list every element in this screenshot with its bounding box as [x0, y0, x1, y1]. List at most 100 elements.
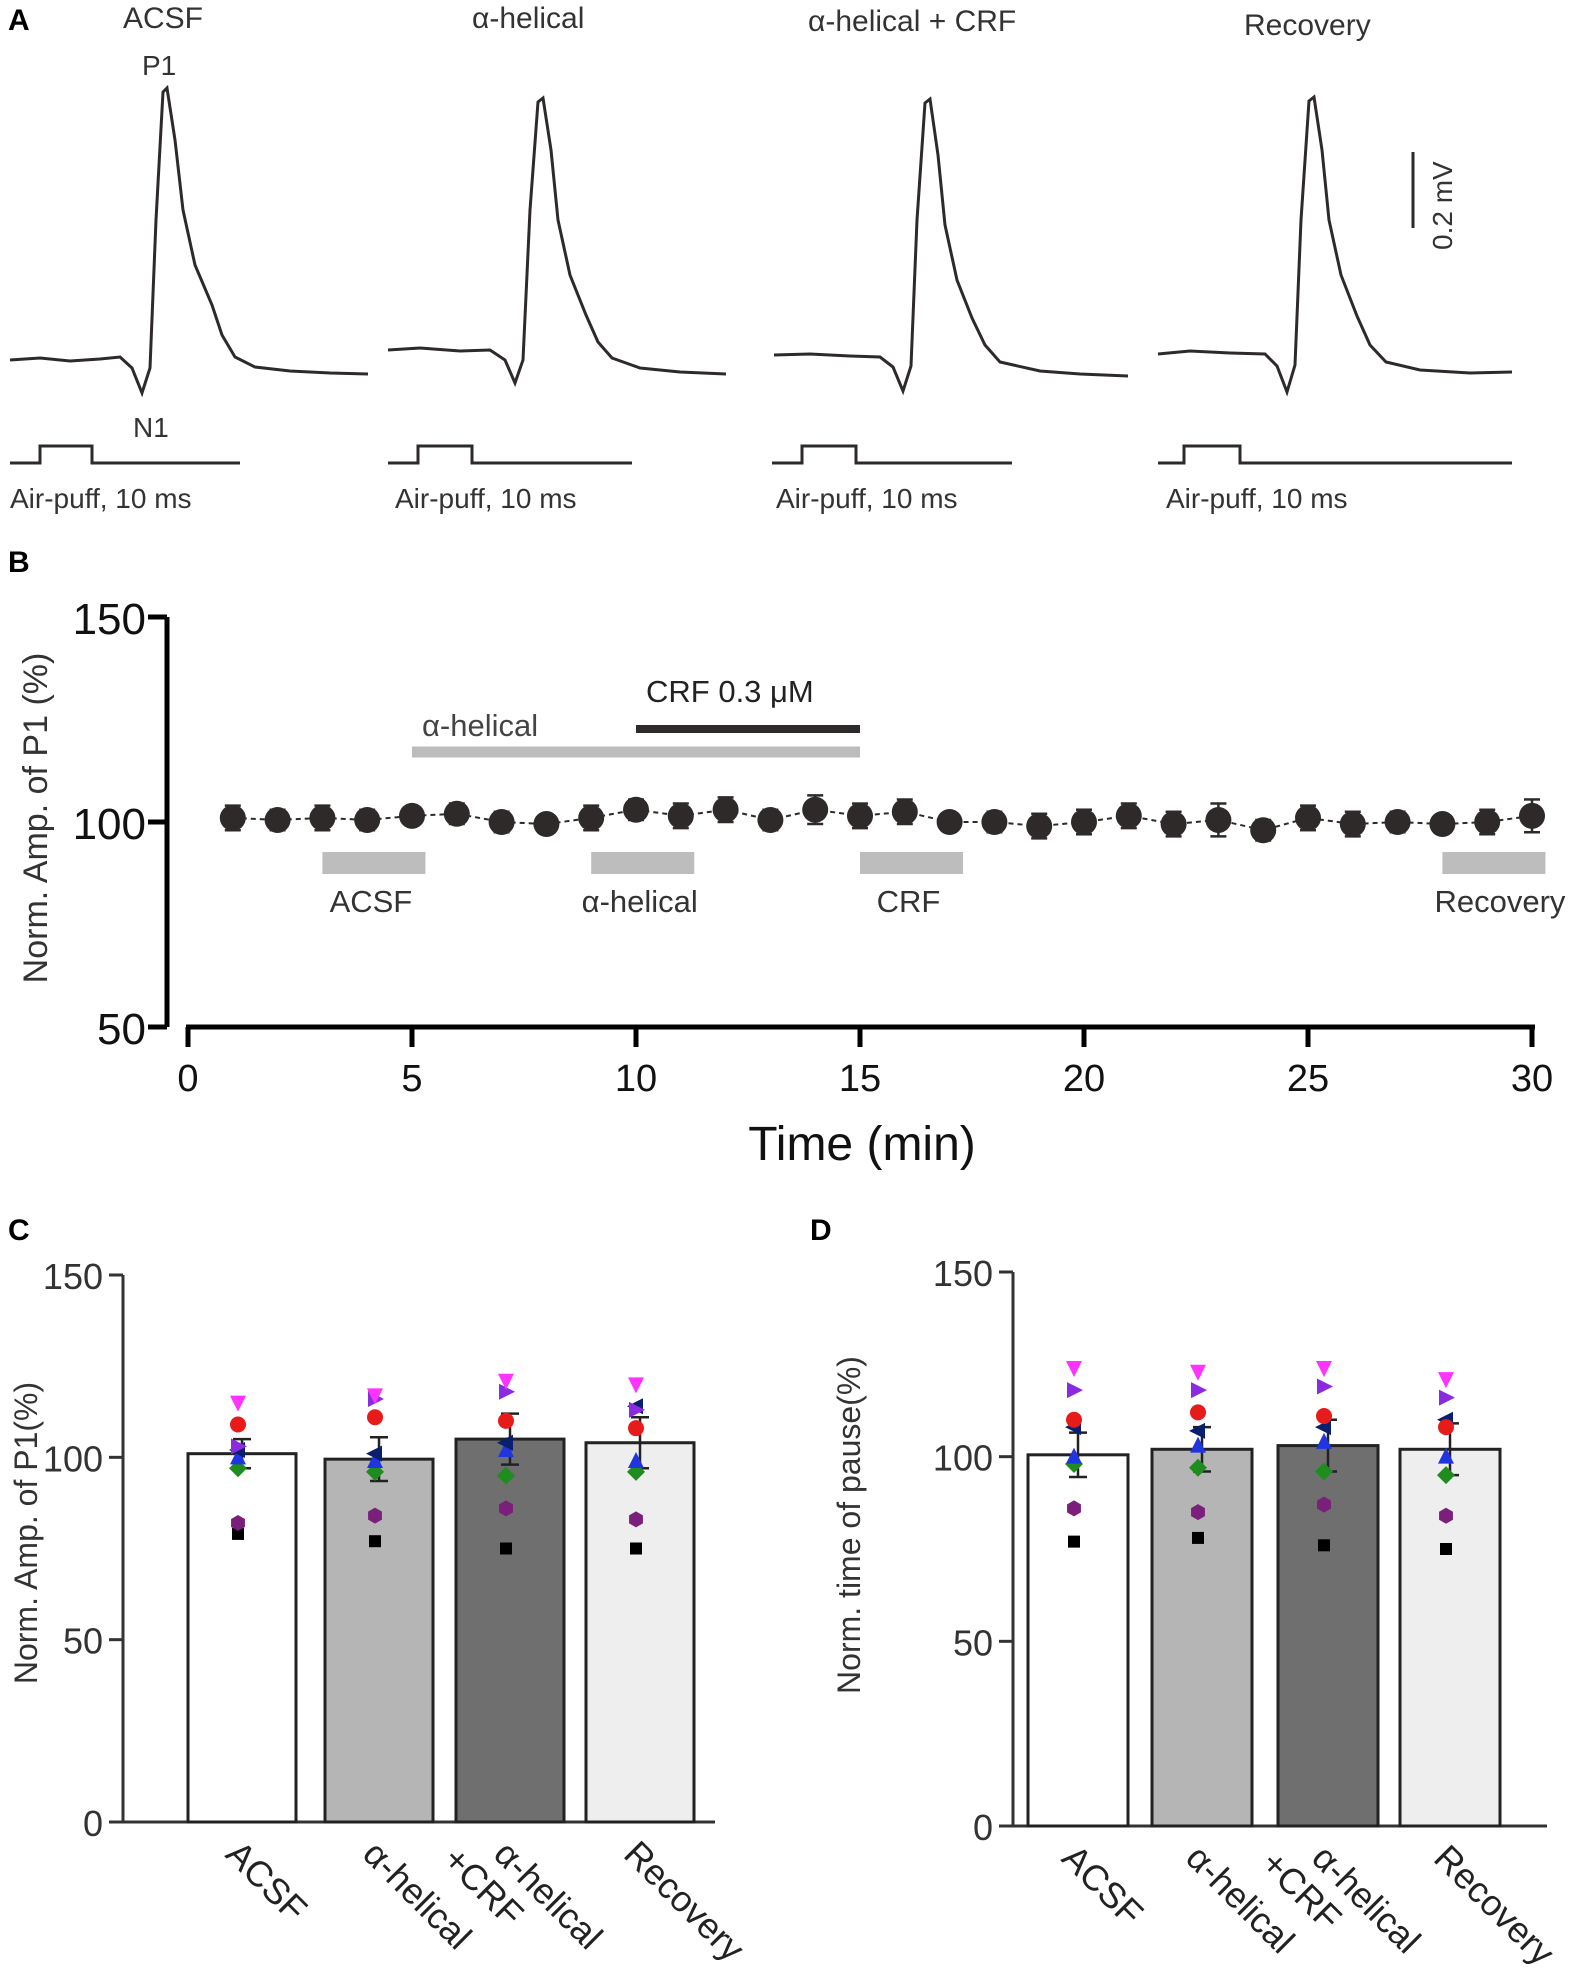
stim-acsf: [10, 444, 240, 465]
x-tick-label: 10: [615, 1058, 657, 1100]
scale-bar-label: 0.2 mV: [1427, 161, 1458, 250]
marker-triangle-right: [1191, 1382, 1207, 1399]
y-tick-label: 0: [83, 1803, 103, 1844]
data-point: [1429, 811, 1456, 838]
panel-b-data: [219, 794, 1545, 844]
trace-title-recovery: Recovery: [1244, 9, 1371, 42]
marker-diamond: [1189, 1458, 1207, 1477]
x-tick-label-line: Recovery: [616, 1833, 753, 1970]
marker-square: [500, 1542, 512, 1555]
window-bar-1: [591, 852, 695, 874]
stim-label-recovery: Air-puff, 10 ms: [1166, 483, 1348, 514]
trace-alpha-helical: [387, 95, 727, 388]
data-point: [847, 802, 873, 829]
panel-b-label: B: [8, 546, 30, 579]
marker-square: [232, 1527, 244, 1540]
data-point: [1519, 802, 1545, 829]
panel-b-xlabel: Time (min): [748, 1118, 976, 1171]
marker-triangle-up: [367, 1451, 383, 1468]
stim-alpha-helical: [388, 444, 632, 465]
bar-2: [454, 1437, 566, 1824]
x-tick-label: 30: [1511, 1058, 1553, 1100]
marker-triangle-up: [1316, 1432, 1332, 1449]
data-point: [667, 802, 694, 829]
x-tick-label-line: Recovery: [1426, 1837, 1563, 1974]
marker-square: [1192, 1531, 1204, 1544]
x-tick-label: Recovery: [616, 1833, 753, 1970]
marker-triangle-right: [499, 1383, 515, 1400]
marker-square: [1318, 1539, 1330, 1552]
x-tick-label-line: ACSF: [1054, 1837, 1151, 1934]
n1-label: N1: [133, 412, 169, 443]
panel-d-label: D: [810, 1214, 832, 1247]
data-point: [1205, 806, 1232, 833]
window-label-1: α-helical: [582, 884, 698, 919]
trace-title-acsf: ACSF: [123, 2, 203, 35]
data-point: [712, 796, 739, 823]
data-point: [1295, 804, 1321, 831]
data-point: [264, 806, 291, 833]
x-tick-label: 5: [401, 1058, 422, 1100]
trace-title-alpha-helical-crf: α-helical + CRF: [808, 5, 1016, 38]
trace-alpha-helical-crf: [773, 96, 1129, 396]
marker-circle: [1438, 1419, 1454, 1436]
marker-triangle-down: [1316, 1361, 1332, 1378]
marker-square: [630, 1542, 642, 1555]
x-tick-label: 20: [1063, 1058, 1105, 1100]
data-point: [533, 811, 560, 838]
panel-d-ylabel: Norm. time of pause(%): [831, 1356, 867, 1694]
data-point: [443, 800, 470, 827]
y-tick-label: 100: [73, 800, 146, 849]
trace-title-alpha-helical: α-helical: [472, 2, 584, 35]
marker-circle: [1066, 1411, 1082, 1428]
marker-hexagon: [231, 1514, 245, 1531]
marker-circle: [230, 1416, 246, 1433]
x-tick-label: ACSF: [1054, 1837, 1151, 1934]
window-bar-0: [322, 852, 426, 874]
marker-triangle-up: [498, 1441, 514, 1458]
stim-alpha-helical-crf: [772, 444, 1012, 465]
panel-b: B Norm. Amp. of P1 (%) 50 100 150 0 5 10 15 20 2…: [8, 546, 1566, 1171]
data-point: [1160, 811, 1187, 838]
marker-triangle-down: [230, 1395, 246, 1412]
data-point: [1474, 809, 1501, 835]
marker-triangle-down: [1438, 1372, 1454, 1389]
data-point: [1339, 811, 1366, 838]
data-point: [802, 796, 829, 823]
x-tick-label: Recovery: [1426, 1837, 1563, 1974]
marker-triangle-right: [1439, 1389, 1455, 1406]
window-bar-3: [1442, 852, 1546, 874]
marker-triangle-down: [1066, 1361, 1082, 1378]
window-label-0: ACSF: [330, 884, 413, 919]
x-tick-label: α-helical+CRF: [435, 1810, 610, 1983]
marker-triangle-up: [1066, 1447, 1082, 1464]
marker-triangle-up: [1190, 1436, 1206, 1453]
panel-a-label: A: [8, 4, 30, 37]
marker-hexagon: [1439, 1507, 1453, 1524]
data-point: [1026, 813, 1053, 840]
marker-circle: [498, 1412, 514, 1429]
data-point: [1115, 802, 1142, 829]
y-tick-label: 50: [953, 1622, 993, 1663]
data-point: [891, 798, 918, 825]
marker-hexagon: [1317, 1496, 1331, 1513]
x-tick-label: 25: [1287, 1058, 1329, 1100]
data-point: [936, 809, 963, 835]
marker-circle: [1316, 1408, 1332, 1425]
y-tick-label: 50: [63, 1621, 103, 1662]
marker-circle: [367, 1409, 383, 1426]
y-tick-label: 100: [933, 1438, 993, 1479]
marker-triangle-left: [497, 1434, 513, 1451]
window-label-3: Recovery: [1435, 884, 1566, 919]
marker-circle: [1190, 1404, 1206, 1421]
marker-triangle-right: [1067, 1382, 1083, 1399]
marker-square: [1440, 1543, 1452, 1555]
bar-3: [1398, 1447, 1502, 1828]
marker-diamond: [1437, 1466, 1455, 1485]
marker-diamond: [497, 1466, 515, 1485]
marker-hexagon: [1067, 1500, 1081, 1517]
data-point: [757, 806, 784, 833]
